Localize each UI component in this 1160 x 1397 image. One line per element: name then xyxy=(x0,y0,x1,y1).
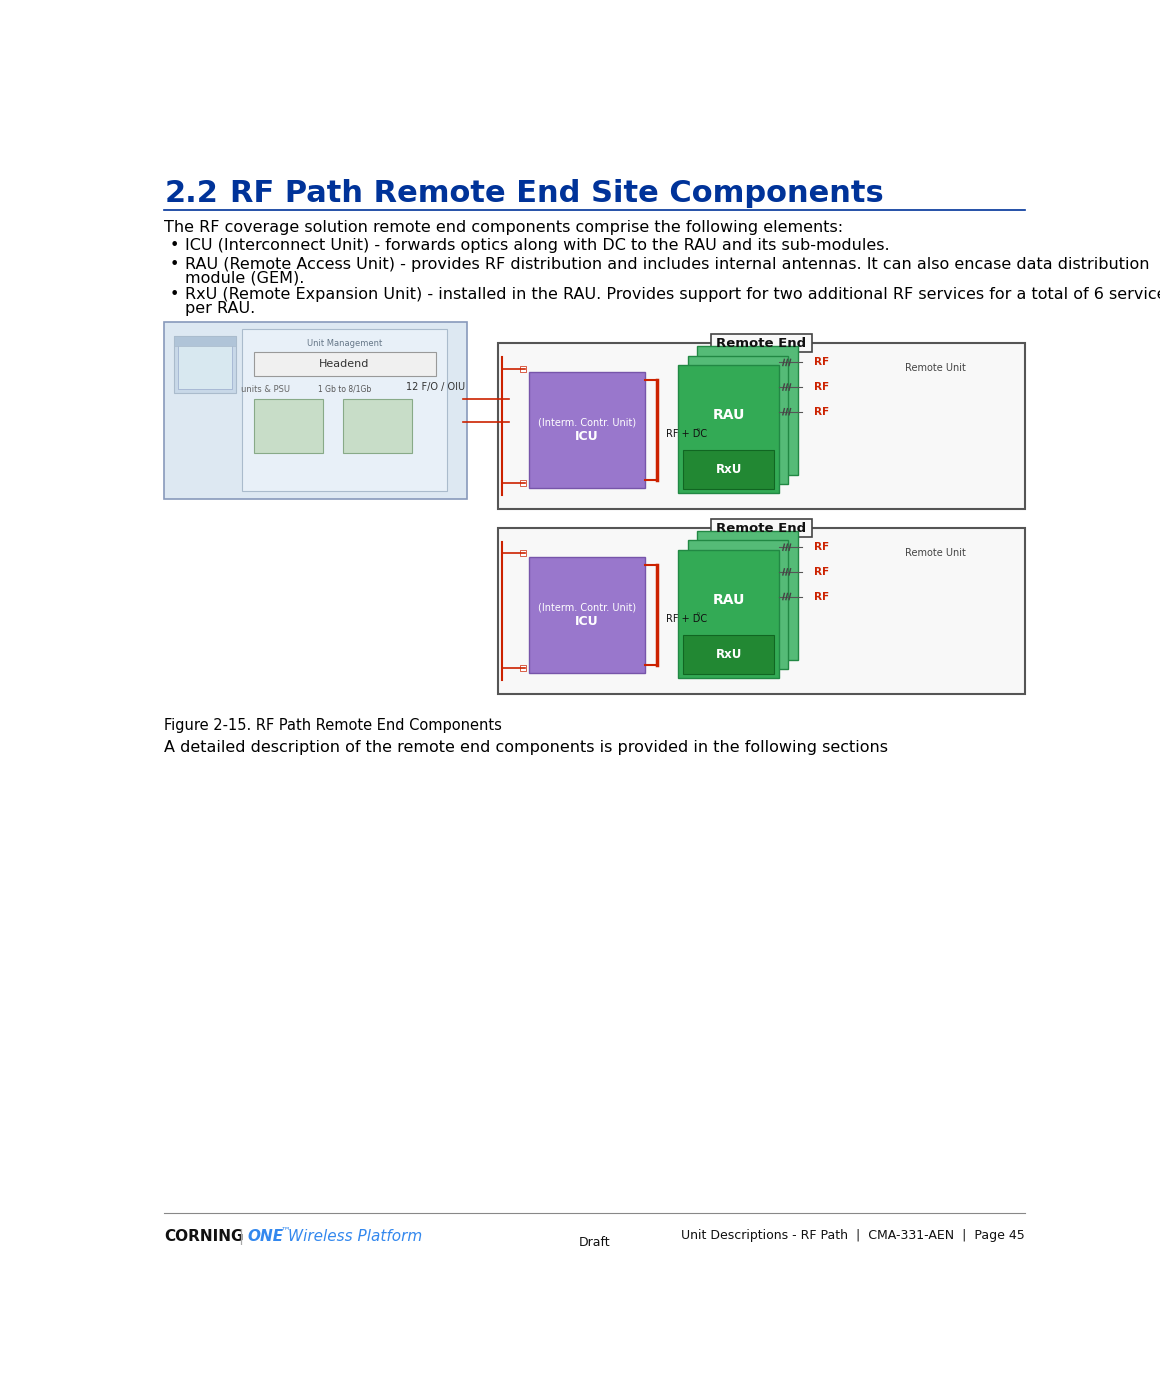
Text: The RF coverage solution remote end components comprise the following elements:: The RF coverage solution remote end comp… xyxy=(165,219,843,235)
FancyBboxPatch shape xyxy=(501,395,509,402)
FancyBboxPatch shape xyxy=(177,345,232,390)
Text: RAU: RAU xyxy=(712,408,745,422)
Text: RxU: RxU xyxy=(716,648,741,661)
Text: Draft: Draft xyxy=(579,1236,610,1249)
Text: RF + DC: RF + DC xyxy=(666,429,706,439)
Text: RxU (Remote Expansion Unit) - installed in the RAU. Provides support for two add: RxU (Remote Expansion Unit) - installed … xyxy=(186,286,1160,302)
Text: RAU (Remote Access Unit) - provides RF distribution and includes internal antenn: RAU (Remote Access Unit) - provides RF d… xyxy=(186,257,1150,272)
Text: ICU (Interconnect Unit) - forwards optics along with DC to the RAU and its sub-m: ICU (Interconnect Unit) - forwards optic… xyxy=(186,239,890,253)
FancyBboxPatch shape xyxy=(520,366,527,372)
FancyBboxPatch shape xyxy=(688,541,789,669)
Text: units & PSU: units & PSU xyxy=(240,386,290,394)
FancyBboxPatch shape xyxy=(529,373,645,488)
FancyBboxPatch shape xyxy=(529,557,645,673)
Text: Unit Management: Unit Management xyxy=(307,338,382,348)
Text: ICU: ICU xyxy=(575,430,599,443)
FancyBboxPatch shape xyxy=(520,481,527,486)
FancyBboxPatch shape xyxy=(520,665,527,671)
FancyBboxPatch shape xyxy=(520,550,527,556)
FancyBboxPatch shape xyxy=(501,418,509,426)
FancyBboxPatch shape xyxy=(254,398,324,453)
Text: RAU: RAU xyxy=(712,592,745,606)
FancyBboxPatch shape xyxy=(711,334,812,352)
Text: •: • xyxy=(169,257,179,272)
Text: 1 Gb to 8/1Gb: 1 Gb to 8/1Gb xyxy=(318,386,371,394)
Text: •: • xyxy=(169,239,179,253)
FancyBboxPatch shape xyxy=(254,352,436,376)
Text: (Interm. Contr. Unit): (Interm. Contr. Unit) xyxy=(538,418,636,427)
Text: ₀: ₀ xyxy=(697,610,699,616)
FancyBboxPatch shape xyxy=(174,337,235,345)
Text: RF + DC: RF + DC xyxy=(666,613,706,624)
FancyBboxPatch shape xyxy=(711,518,812,538)
Text: •: • xyxy=(169,286,179,302)
Text: Unit Descriptions - RF Path  |  CMA-331-AEN  |  Page 45: Unit Descriptions - RF Path | CMA-331-AE… xyxy=(681,1229,1024,1242)
Text: Headend: Headend xyxy=(319,359,370,369)
FancyBboxPatch shape xyxy=(683,636,775,673)
Text: per RAU.: per RAU. xyxy=(186,300,255,316)
FancyBboxPatch shape xyxy=(242,330,448,490)
Text: Remote End: Remote End xyxy=(716,521,806,535)
Text: Remote End: Remote End xyxy=(716,337,806,349)
FancyBboxPatch shape xyxy=(697,346,798,475)
Text: ONE: ONE xyxy=(247,1229,283,1243)
Text: RF Path Remote End Site Components: RF Path Remote End Site Components xyxy=(230,179,884,208)
Text: RF: RF xyxy=(814,358,829,367)
Text: RF: RF xyxy=(814,542,829,552)
FancyBboxPatch shape xyxy=(679,365,780,493)
Text: RxU: RxU xyxy=(716,462,741,476)
FancyBboxPatch shape xyxy=(688,355,789,485)
Text: ™: ™ xyxy=(281,1225,290,1235)
FancyBboxPatch shape xyxy=(683,450,775,489)
Text: ₀: ₀ xyxy=(697,426,699,432)
Text: |: | xyxy=(238,1229,244,1245)
Text: RF: RF xyxy=(814,591,829,602)
Text: RF: RF xyxy=(814,407,829,416)
Text: Remote Unit: Remote Unit xyxy=(905,363,966,373)
Text: RF: RF xyxy=(814,567,829,577)
FancyBboxPatch shape xyxy=(342,398,412,453)
Text: 2.2: 2.2 xyxy=(165,179,218,208)
Text: Wireless Platform: Wireless Platform xyxy=(289,1229,422,1243)
FancyBboxPatch shape xyxy=(498,344,1024,509)
FancyBboxPatch shape xyxy=(165,321,466,499)
Text: ICU: ICU xyxy=(575,615,599,627)
Text: A detailed description of the remote end components is provided in the following: A detailed description of the remote end… xyxy=(165,740,889,754)
FancyBboxPatch shape xyxy=(679,549,780,678)
Text: Figure 2-15. RF Path Remote End Components: Figure 2-15. RF Path Remote End Componen… xyxy=(165,718,502,733)
Text: RF: RF xyxy=(814,383,829,393)
Text: Remote Unit: Remote Unit xyxy=(905,548,966,557)
FancyBboxPatch shape xyxy=(697,531,798,659)
Text: (Interm. Contr. Unit): (Interm. Contr. Unit) xyxy=(538,602,636,612)
Text: CORNING: CORNING xyxy=(165,1229,244,1243)
FancyBboxPatch shape xyxy=(174,335,235,393)
FancyBboxPatch shape xyxy=(498,528,1024,693)
Text: 12 F/O / OIU: 12 F/O / OIU xyxy=(406,383,465,393)
Text: module (GEM).: module (GEM). xyxy=(186,271,305,286)
